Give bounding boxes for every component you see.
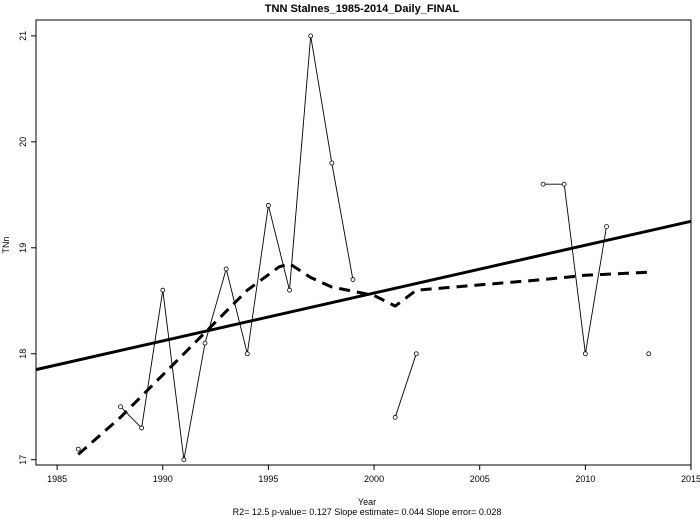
plot-frame: [35, 19, 692, 466]
data-point: [160, 287, 166, 293]
y-tick-label: 20: [18, 137, 28, 147]
data-point: [75, 446, 81, 452]
trend-line: [35, 219, 692, 372]
x-tick-label: 1985: [47, 474, 67, 484]
data-point: [139, 425, 145, 431]
series-layer: [35, 33, 692, 463]
data-point: [244, 351, 250, 357]
data-point: [308, 33, 314, 39]
x-axis: 1985 1990 1995 2000 2005 2010 2015: [47, 465, 700, 484]
data-point: [118, 404, 123, 410]
x-tick-label: 1990: [153, 474, 173, 484]
x-tick-label: 2005: [470, 474, 490, 484]
data-point: [329, 160, 335, 166]
data-point: [350, 277, 356, 282]
y-tick-label: 19: [18, 243, 28, 253]
annual-value-line: [120, 35, 354, 460]
smoothed-dashed-line: [77, 262, 649, 456]
data-point: [223, 266, 229, 272]
data-point: [392, 414, 398, 420]
data-point: [582, 351, 588, 357]
y-tick-label: 17: [18, 455, 28, 465]
annual-value-line: [543, 183, 607, 354]
annual-value-line: [394, 353, 417, 418]
x-axis-label: Year: [358, 497, 376, 507]
x-tick-label: 2010: [575, 474, 595, 484]
data-point: [561, 181, 567, 187]
data-point: [540, 181, 546, 187]
chart-title: TNN Stalnes_1985-2014_Daily_FINAL: [265, 3, 460, 15]
data-point: [181, 457, 187, 463]
stats-footer: R2= 12.5 p-value= 0.127 Slope estimate= …: [233, 507, 502, 517]
y-axis-label: TNn: [1, 236, 11, 253]
x-tick-label: 2000: [364, 474, 384, 484]
data-point: [604, 224, 609, 230]
y-tick-label: 21: [18, 31, 28, 41]
data-point: [202, 340, 208, 346]
y-axis: 17 18 19 20 21: [18, 31, 36, 465]
data-point: [287, 287, 292, 293]
data-point: [646, 351, 652, 357]
data-point: [413, 351, 419, 357]
x-tick-label: 2015: [681, 474, 700, 484]
y-tick-label: 18: [18, 349, 28, 359]
x-tick-label: 1995: [258, 474, 278, 484]
data-point: [266, 203, 271, 208]
